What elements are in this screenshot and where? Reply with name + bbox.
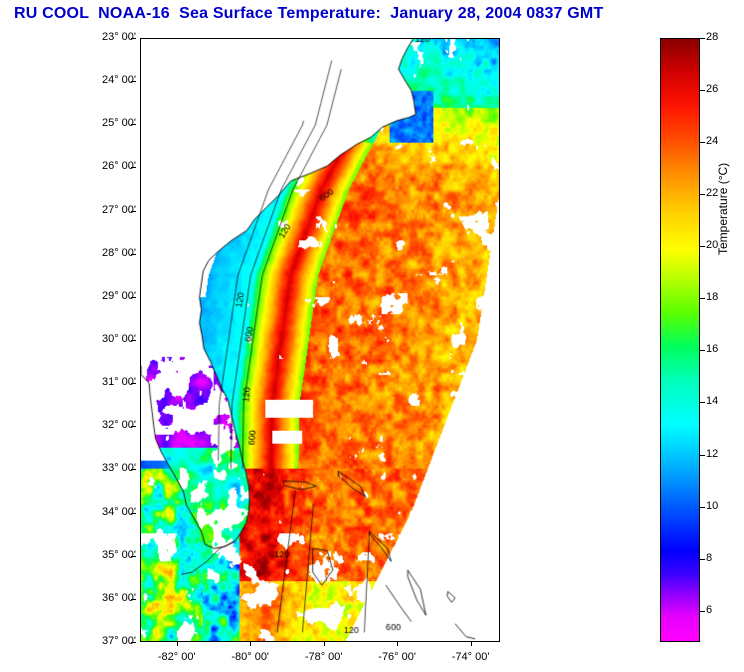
- longitude-tick-mark: [397, 641, 398, 646]
- latitude-tick-mark: [131, 383, 136, 384]
- figure-title: RU COOL NOAA-16 Sea Surface Temperature:…: [14, 5, 604, 22]
- latitude-tick-label: 33° 00': [101, 462, 136, 475]
- latitude-tick-label: 27° 00': [101, 203, 136, 216]
- longitude-tick-mark: [471, 641, 472, 646]
- colorbar-tick-mark: [700, 194, 705, 195]
- colorbar-tick-mark: [700, 559, 705, 560]
- colorbar-tick-mark: [700, 455, 705, 456]
- latitude-tick-label: 26° 00': [101, 160, 136, 173]
- map-plot-area[interactable]: [140, 38, 500, 642]
- latitude-tick-mark: [131, 167, 136, 168]
- latitude-tick-mark: [131, 469, 136, 470]
- colorbar-tick-label: 18: [706, 291, 719, 304]
- colorbar-tick-label: 26: [706, 83, 719, 96]
- latitude-tick-label: 24° 00': [101, 74, 136, 87]
- longitude-tick-label: -78° 00': [304, 651, 343, 663]
- colorbar-tick-label: 16: [706, 343, 719, 356]
- colorbar-tick-mark: [700, 90, 705, 91]
- latitude-tick-label: 30° 00': [101, 333, 136, 345]
- latitude-tick-label: 34° 00': [101, 505, 136, 518]
- latitude-tick-label: 29° 00': [101, 289, 136, 302]
- colorbar-tick-mark: [700, 611, 705, 612]
- latitude-tick-mark: [131, 81, 136, 82]
- latitude-tick-mark: [131, 124, 136, 125]
- latitude-tick-mark: [131, 340, 136, 341]
- latitude-tick-mark: [131, 556, 136, 557]
- latitude-tick-mark: [131, 642, 136, 643]
- colorbar-tick-label: 28: [706, 31, 719, 43]
- longitude-tick-label: -76° 00': [378, 651, 416, 663]
- longitude-tick-label: -74° 00': [451, 651, 490, 663]
- longitude-tick-mark: [324, 641, 325, 646]
- latitude-tick-mark: [131, 211, 136, 212]
- longitude-axis: -82° 00' -80° 00' -78° 00' -76° 00' -74° 00': [140, 641, 500, 666]
- colorbar-tick-mark: [700, 402, 705, 403]
- colorbar-tick-label: 24: [706, 135, 719, 148]
- latitude-tick-mark: [131, 254, 136, 255]
- colorbar-gradient: [661, 39, 699, 641]
- latitude-tick-label: 25° 00': [101, 117, 136, 130]
- latitude-tick-label: 37° 00': [101, 635, 136, 647]
- longitude-tick-label: -82° 00': [157, 651, 196, 663]
- colorbar-tick-label: 12: [706, 447, 719, 460]
- longitude-tick-mark: [250, 641, 251, 646]
- latitude-tick-mark: [131, 599, 136, 600]
- colorbar-tick-label: 14: [706, 395, 719, 408]
- colorbar-tick-mark: [700, 142, 705, 143]
- colorbar-tick-mark: [700, 38, 705, 39]
- colorbar: [660, 38, 700, 642]
- latitude-axis: 37° 00' 36° 00' 35° 00' 34° 00' 33° 00' 32° 0…: [78, 31, 136, 647]
- colorbar-tick-label: 20: [706, 239, 719, 252]
- colorbar-tick-mark: [700, 350, 705, 351]
- colorbar-tick-mark: [700, 298, 705, 299]
- latitude-tick-label: 28° 00': [101, 246, 136, 259]
- longitude-tick-label: -80° 00': [231, 651, 270, 663]
- colorbar-tick-mark: [700, 246, 705, 247]
- sst-heatmap-canvas: [141, 39, 499, 641]
- colorbar-tick-label: 8: [706, 551, 713, 564]
- latitude-tick-mark: [131, 38, 136, 39]
- colorbar-tick-label: 10: [706, 499, 719, 512]
- latitude-tick-label: 36° 00': [101, 591, 136, 604]
- latitude-tick-mark: [131, 297, 136, 298]
- latitude-tick-mark: [131, 426, 136, 427]
- colorbar-tick-label: 22: [706, 187, 719, 200]
- latitude-tick-label: 23° 00': [101, 31, 136, 43]
- latitude-tick-label: 31° 00': [101, 376, 136, 389]
- longitude-tick-mark: [177, 641, 178, 646]
- latitude-tick-label: 32° 00': [101, 419, 136, 432]
- latitude-tick-mark: [131, 513, 136, 514]
- latitude-tick-label: 35° 00': [101, 548, 136, 561]
- colorbar-tick-label: 6: [706, 603, 713, 616]
- colorbar-tick-mark: [700, 507, 705, 508]
